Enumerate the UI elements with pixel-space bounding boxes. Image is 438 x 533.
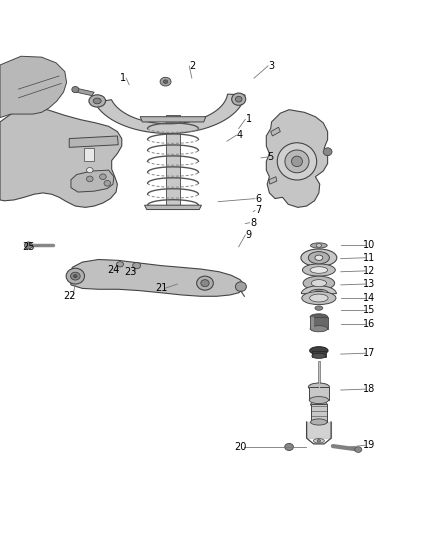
Text: 2: 2 [190,61,196,71]
Ellipse shape [160,77,171,86]
Ellipse shape [309,397,328,403]
Ellipse shape [99,174,106,180]
Ellipse shape [311,401,327,408]
Ellipse shape [93,98,101,104]
Bar [312,351,326,357]
Ellipse shape [310,314,328,320]
Text: 24: 24 [107,265,119,275]
Ellipse shape [72,86,79,93]
Ellipse shape [308,252,329,264]
Ellipse shape [323,148,332,156]
Text: 9: 9 [246,230,252,240]
Ellipse shape [302,292,336,304]
Ellipse shape [285,150,309,173]
Ellipse shape [316,244,321,247]
Text: 14: 14 [363,293,375,303]
Text: 8: 8 [250,217,256,228]
Ellipse shape [117,262,124,267]
Text: 5: 5 [268,152,274,162]
Text: 10: 10 [363,240,375,251]
Ellipse shape [86,167,93,173]
Text: 3: 3 [268,61,275,71]
Bar [311,405,327,422]
Text: 6: 6 [255,193,261,204]
Polygon shape [71,170,114,192]
Polygon shape [301,286,336,294]
Text: 17: 17 [363,348,375,358]
Polygon shape [95,94,245,133]
Ellipse shape [291,156,302,167]
Ellipse shape [310,326,328,332]
Text: 22: 22 [63,291,75,301]
Text: 16: 16 [363,319,375,329]
Text: 20: 20 [234,442,246,452]
Polygon shape [266,110,328,207]
Ellipse shape [310,266,328,273]
Ellipse shape [86,176,93,182]
Polygon shape [70,260,244,296]
Text: 1: 1 [246,115,252,124]
Ellipse shape [277,143,317,180]
Ellipse shape [74,274,77,278]
Text: 19: 19 [363,440,375,450]
Bar [310,317,328,329]
Ellipse shape [315,306,323,310]
Ellipse shape [236,282,246,292]
Polygon shape [271,127,280,136]
Ellipse shape [163,80,168,84]
Ellipse shape [71,272,80,280]
Ellipse shape [66,268,85,284]
Bar [311,317,314,328]
Text: 25: 25 [22,242,35,252]
Ellipse shape [317,440,321,442]
Ellipse shape [308,383,329,391]
Ellipse shape [310,346,328,354]
Text: 13: 13 [363,279,375,289]
Ellipse shape [133,263,141,269]
Ellipse shape [104,181,110,186]
Ellipse shape [285,443,293,450]
Text: 21: 21 [155,284,167,293]
Text: 15: 15 [363,305,375,316]
Polygon shape [0,109,122,207]
Polygon shape [69,136,118,147]
Text: 4: 4 [237,130,243,140]
Text: 23: 23 [124,266,137,277]
Polygon shape [269,177,277,184]
Ellipse shape [312,353,326,359]
Ellipse shape [310,294,328,302]
Ellipse shape [201,280,209,287]
Bar [84,148,94,161]
Ellipse shape [302,264,336,276]
Polygon shape [0,56,67,118]
Ellipse shape [25,242,32,249]
Bar [309,387,328,400]
Polygon shape [145,205,201,209]
Ellipse shape [311,280,326,287]
Ellipse shape [197,276,213,290]
Ellipse shape [301,249,337,266]
Text: 11: 11 [363,253,375,263]
Text: 1: 1 [120,73,126,83]
Ellipse shape [311,419,327,425]
Polygon shape [72,88,94,96]
Polygon shape [140,117,206,122]
Ellipse shape [236,96,242,102]
Ellipse shape [313,439,324,443]
Ellipse shape [89,95,106,107]
Ellipse shape [232,93,246,106]
Ellipse shape [355,447,362,453]
Ellipse shape [315,255,323,260]
Bar [166,115,180,209]
Text: 12: 12 [363,266,375,276]
Ellipse shape [303,276,335,290]
Ellipse shape [311,243,327,248]
Text: 7: 7 [255,205,261,215]
Text: 18: 18 [363,384,375,394]
